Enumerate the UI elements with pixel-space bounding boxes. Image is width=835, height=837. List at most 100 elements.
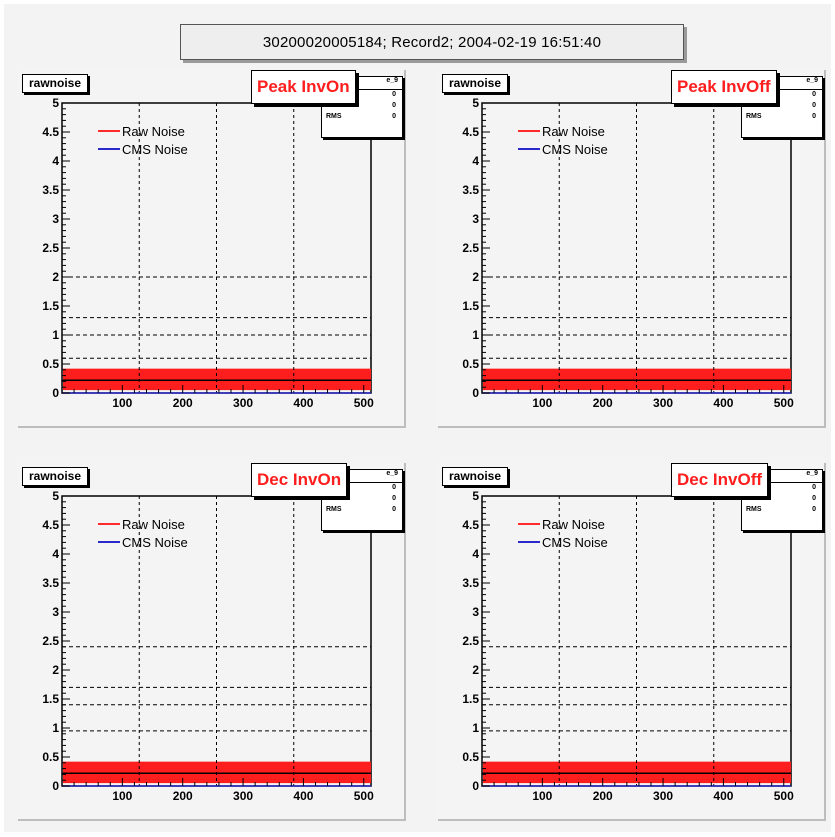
y-tick-label: 2.5 [462, 241, 479, 255]
legend-item-raw-noise: Raw Noise [518, 122, 608, 140]
stats-divider [322, 89, 402, 90]
histogram-name: rawnoise [449, 469, 502, 483]
y-tick-label: 4 [472, 154, 479, 168]
stats-value: 0 [392, 506, 396, 513]
plot-area: 0 0.5 1 1.5 2 2.5 3 3.5 4 4.5 5 100 200 300 400 500 [462, 489, 794, 803]
canvas-title: 30200020005184; Record2; 2004-02-19 16:5… [180, 24, 684, 60]
stats-name: e_9 [806, 470, 818, 477]
x-tick-label: 200 [593, 396, 613, 410]
x-tick-label: 500 [354, 789, 374, 803]
x-tick-label: 500 [774, 396, 794, 410]
stats-value: 0 [392, 484, 396, 491]
stats-divider [742, 482, 822, 483]
y-tick-label: 3 [52, 605, 59, 619]
stats-name: e_9 [386, 470, 398, 477]
stats-row-rms: RMS 0 [746, 113, 816, 123]
histogram-name: rawnoise [29, 469, 82, 483]
stats-label: Mean [326, 102, 344, 109]
y-tick-label: 2 [472, 663, 479, 677]
pad-label: Dec InvOff [677, 470, 763, 489]
legend-swatch-raw [518, 523, 540, 525]
stats-row-entries: 0 [746, 484, 816, 494]
histogram-pad-1[interactable]: 0 0.5 1 1.5 2 2.5 3 3.5 4 4.5 5 100 200 300 400 500 raw… [18, 70, 406, 428]
y-tick-label: 2.5 [462, 634, 479, 648]
y-tick-label: 3 [472, 212, 479, 226]
histogram-name: rawnoise [449, 76, 502, 90]
y-tick-label: 1.5 [462, 692, 479, 706]
x-tick-label: 100 [532, 789, 552, 803]
y-tick-label: 2.5 [42, 241, 59, 255]
y-tick-label: 5 [52, 489, 59, 503]
stats-label: RMS [326, 113, 342, 120]
stats-row-mean: Mean 0 [746, 102, 816, 112]
legend-item-cms-noise: CMS Noise [518, 140, 608, 158]
stats-row-rms: RMS 0 [746, 506, 816, 516]
stats-value: 0 [812, 506, 816, 513]
stats-row-rms: RMS 0 [326, 113, 396, 123]
y-tick-label: 0.5 [462, 357, 479, 371]
y-tick-label: 1 [52, 721, 59, 735]
histogram-pad-4[interactable]: 0 0.5 1 1.5 2 2.5 3 3.5 4 4.5 5 100 200 300 400 500 raw… [438, 463, 826, 821]
x-tick-label: 200 [173, 789, 193, 803]
legend-label: CMS Noise [542, 534, 608, 550]
x-tick-label: 100 [532, 396, 552, 410]
plot-area: 0 0.5 1 1.5 2 2.5 3 3.5 4 4.5 5 100 200 300 400 500 [42, 489, 374, 803]
legend-item-raw-noise: Raw Noise [518, 515, 608, 533]
legend: Raw Noise CMS Noise [518, 515, 608, 551]
stats-row-entries: 0 [746, 91, 816, 101]
y-tick-label: 0 [52, 386, 59, 400]
pad-label-box: Dec InvOn [251, 463, 348, 497]
y-tick-label: 1 [52, 328, 59, 342]
y-tick-label: 0 [472, 779, 479, 793]
pad-label: Peak InvOn [257, 77, 350, 96]
y-tick-label: 4.5 [42, 125, 59, 139]
legend-swatch-cms [98, 541, 120, 543]
pad-label-box: Peak InvOff [671, 70, 777, 104]
x-tick-label: 200 [593, 789, 613, 803]
y-tick-label: 4 [52, 154, 59, 168]
pad-label-box: Dec InvOff [671, 463, 769, 497]
legend-swatch-raw [518, 130, 540, 132]
histogram-pad-3[interactable]: 0 0.5 1 1.5 2 2.5 3 3.5 4 4.5 5 100 200 300 400 500 raw… [18, 463, 406, 821]
stats-value: 0 [812, 102, 816, 109]
x-tick-label: 400 [713, 789, 733, 803]
y-tick-label: 2 [52, 663, 59, 677]
stats-name: e_9 [386, 77, 398, 84]
y-tick-label: 3.5 [462, 183, 479, 197]
stats-value: 0 [812, 495, 816, 502]
y-tick-label: 0.5 [42, 357, 59, 371]
stats-name: e_9 [806, 77, 818, 84]
plot-area: 0 0.5 1 1.5 2 2.5 3 3.5 4 4.5 5 100 200 300 400 500 [462, 96, 794, 410]
y-tick-label: 3 [52, 212, 59, 226]
plot-area: 0 0.5 1 1.5 2 2.5 3 3.5 4 4.5 5 100 200 300 400 500 [42, 96, 374, 410]
y-tick-label: 4.5 [462, 125, 479, 139]
legend: Raw Noise CMS Noise [98, 122, 188, 158]
pad-label: Peak InvOff [677, 77, 771, 96]
y-tick-label: 5 [472, 96, 479, 110]
legend: Raw Noise CMS Noise [518, 122, 608, 158]
stats-row-mean: Mean 0 [326, 102, 396, 112]
y-tick-label: 4.5 [462, 518, 479, 532]
histogram-name-box: rawnoise [442, 467, 509, 486]
histogram-pad-2[interactable]: 0 0.5 1 1.5 2 2.5 3 3.5 4 4.5 5 100 200 300 400 500 raw… [438, 70, 826, 428]
x-tick-label: 300 [233, 396, 253, 410]
stats-value: 0 [812, 113, 816, 120]
y-tick-label: 1.5 [42, 692, 59, 706]
y-tick-label: 2 [472, 270, 479, 284]
legend-item-raw-noise: Raw Noise [98, 122, 188, 140]
stats-value: 0 [812, 484, 816, 491]
legend-label: CMS Noise [122, 534, 188, 550]
y-tick-label: 0 [52, 779, 59, 793]
stats-label: RMS [746, 113, 762, 120]
stats-value: 0 [392, 495, 396, 502]
histogram-name-box: rawnoise [22, 74, 89, 93]
y-tick-label: 4 [472, 547, 479, 561]
legend-label: Raw Noise [122, 123, 185, 139]
legend-label: Raw Noise [542, 516, 605, 532]
root-canvas: 30200020005184; Record2; 2004-02-19 16:5… [4, 4, 831, 832]
y-tick-label: 4.5 [42, 518, 59, 532]
stats-row-entries: 0 [326, 91, 396, 101]
y-tick-label: 3.5 [42, 183, 59, 197]
y-tick-label: 2.5 [42, 634, 59, 648]
x-tick-label: 100 [112, 396, 132, 410]
